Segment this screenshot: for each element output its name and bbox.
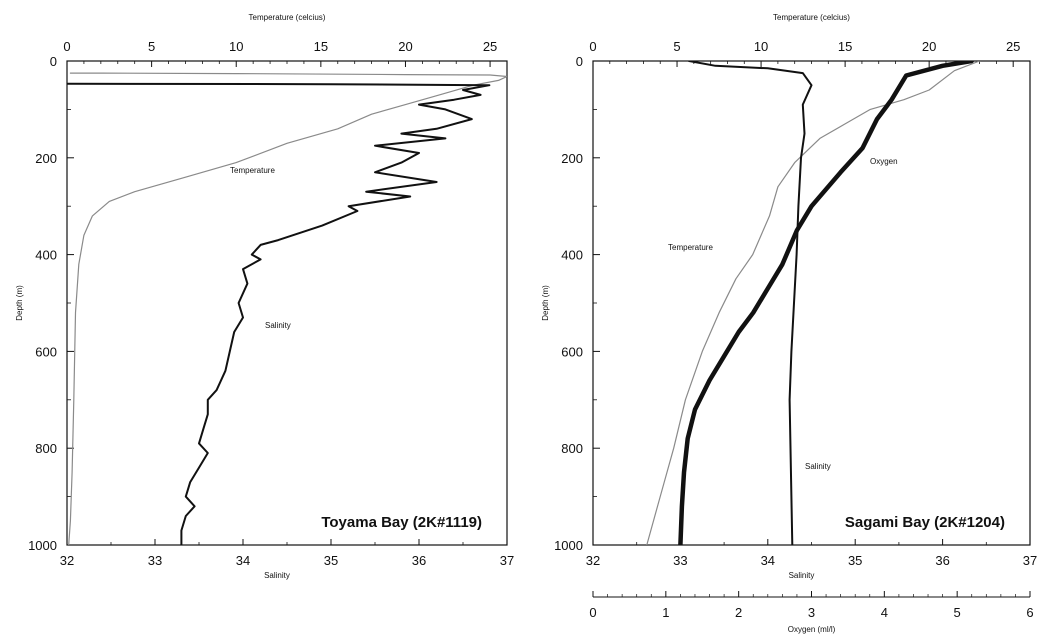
bottom-axis-title: Salinity (264, 571, 290, 580)
depth-axis-title: Depth (m) (541, 285, 550, 321)
depth-axis-title: Depth (m) (15, 285, 24, 321)
top-axis-tick-label: 5 (148, 39, 155, 54)
oxygen-axis-tick-label: 4 (881, 605, 888, 620)
toyama-bay-panel: 0 5 10 15 20 25 Temperature (celcius) 32 33 34 35 3… (15, 13, 514, 580)
oxygen-axis-tick-label: 3 (808, 605, 815, 620)
oxygen-axis-tick-label: 6 (1026, 605, 1033, 620)
top-axis-title: Temperature (celcius) (249, 13, 326, 22)
series-label-salinity: Salinity (805, 462, 831, 471)
top-axis-tick-label: 10 (754, 39, 768, 54)
bottom-axis-tick-label: 35 (848, 553, 862, 568)
depth-axis-tick-label: 400 (35, 248, 57, 263)
bottom-axis-tick-label: 36 (412, 553, 426, 568)
depth-axis-tick-label: 200 (35, 151, 57, 166)
depth-axis-tick-label: 800 (561, 441, 583, 456)
top-axis-tick-label: 25 (1006, 39, 1020, 54)
series-line-oxygen (678, 61, 974, 545)
top-axis-tick-label: 20 (922, 39, 936, 54)
bottom-axis-tick-label: 32 (60, 553, 74, 568)
series-line-salinity (67, 82, 491, 545)
bottom-axis-tick-label: 33 (673, 553, 687, 568)
series-line-temperature (646, 61, 981, 545)
bottom-axis-tick-label: 36 (935, 553, 949, 568)
panel-title: Toyama Bay (2K#1119) (321, 514, 482, 531)
series-line-temperature (68, 72, 507, 545)
top-axis-tick-label: 0 (589, 39, 596, 54)
top-axis-tick-label: 0 (63, 39, 70, 54)
oxygen-axis-tick-label: 5 (954, 605, 961, 620)
depth-axis-tick-label: 200 (561, 151, 583, 166)
top-axis-tick-label: 15 (314, 39, 328, 54)
depth-axis-tick-label: 0 (50, 54, 57, 69)
depth-axis-tick-label: 800 (35, 441, 57, 456)
bottom-axis-tick-label: 32 (586, 553, 600, 568)
series-label-salinity: Salinity (265, 321, 291, 330)
series-label-oxygen: Oxygen (870, 157, 898, 166)
depth-axis-tick-label: 400 (561, 248, 583, 263)
bottom-axis-tick-label: 34 (761, 553, 775, 568)
top-axis-tick-label: 15 (838, 39, 852, 54)
bottom-axis-tick-label: 35 (324, 553, 338, 568)
series-label-temperature: Temperature (230, 166, 275, 175)
top-axis-tick-label: 5 (673, 39, 680, 54)
series-line-salinity (688, 61, 813, 545)
oxygen-axis-tick-label: 2 (735, 605, 742, 620)
bottom-axis-tick-label: 37 (1023, 553, 1037, 568)
depth-axis-tick-label: 600 (561, 344, 583, 359)
top-axis-tick-label: 10 (229, 39, 243, 54)
oxygen-axis-title: Oxygen (ml/l) (788, 625, 836, 634)
top-axis-tick-label: 25 (483, 39, 497, 54)
bottom-axis-tick-label: 33 (148, 553, 162, 568)
panel-title: Sagami Bay (2K#1204) (845, 514, 1005, 531)
depth-axis-tick-label: 600 (35, 344, 57, 359)
depth-axis-tick-label: 1000 (28, 538, 57, 553)
bottom-axis-title: Salinity (789, 571, 815, 580)
bottom-axis-tick-label: 37 (500, 553, 514, 568)
oxygen-axis-tick-label: 1 (662, 605, 669, 620)
depth-axis-tick-label: 1000 (554, 538, 583, 553)
oxygen-axis-tick-label: 0 (589, 605, 596, 620)
top-axis-title: Temperature (celcius) (773, 13, 850, 22)
plot-frame (592, 60, 1031, 546)
plot-frame (66, 60, 508, 546)
bottom-axis-tick-label: 34 (236, 553, 250, 568)
depth-axis-tick-label: 0 (576, 54, 583, 69)
top-axis-tick-label: 20 (398, 39, 412, 54)
series-label-temperature: Temperature (668, 243, 713, 252)
